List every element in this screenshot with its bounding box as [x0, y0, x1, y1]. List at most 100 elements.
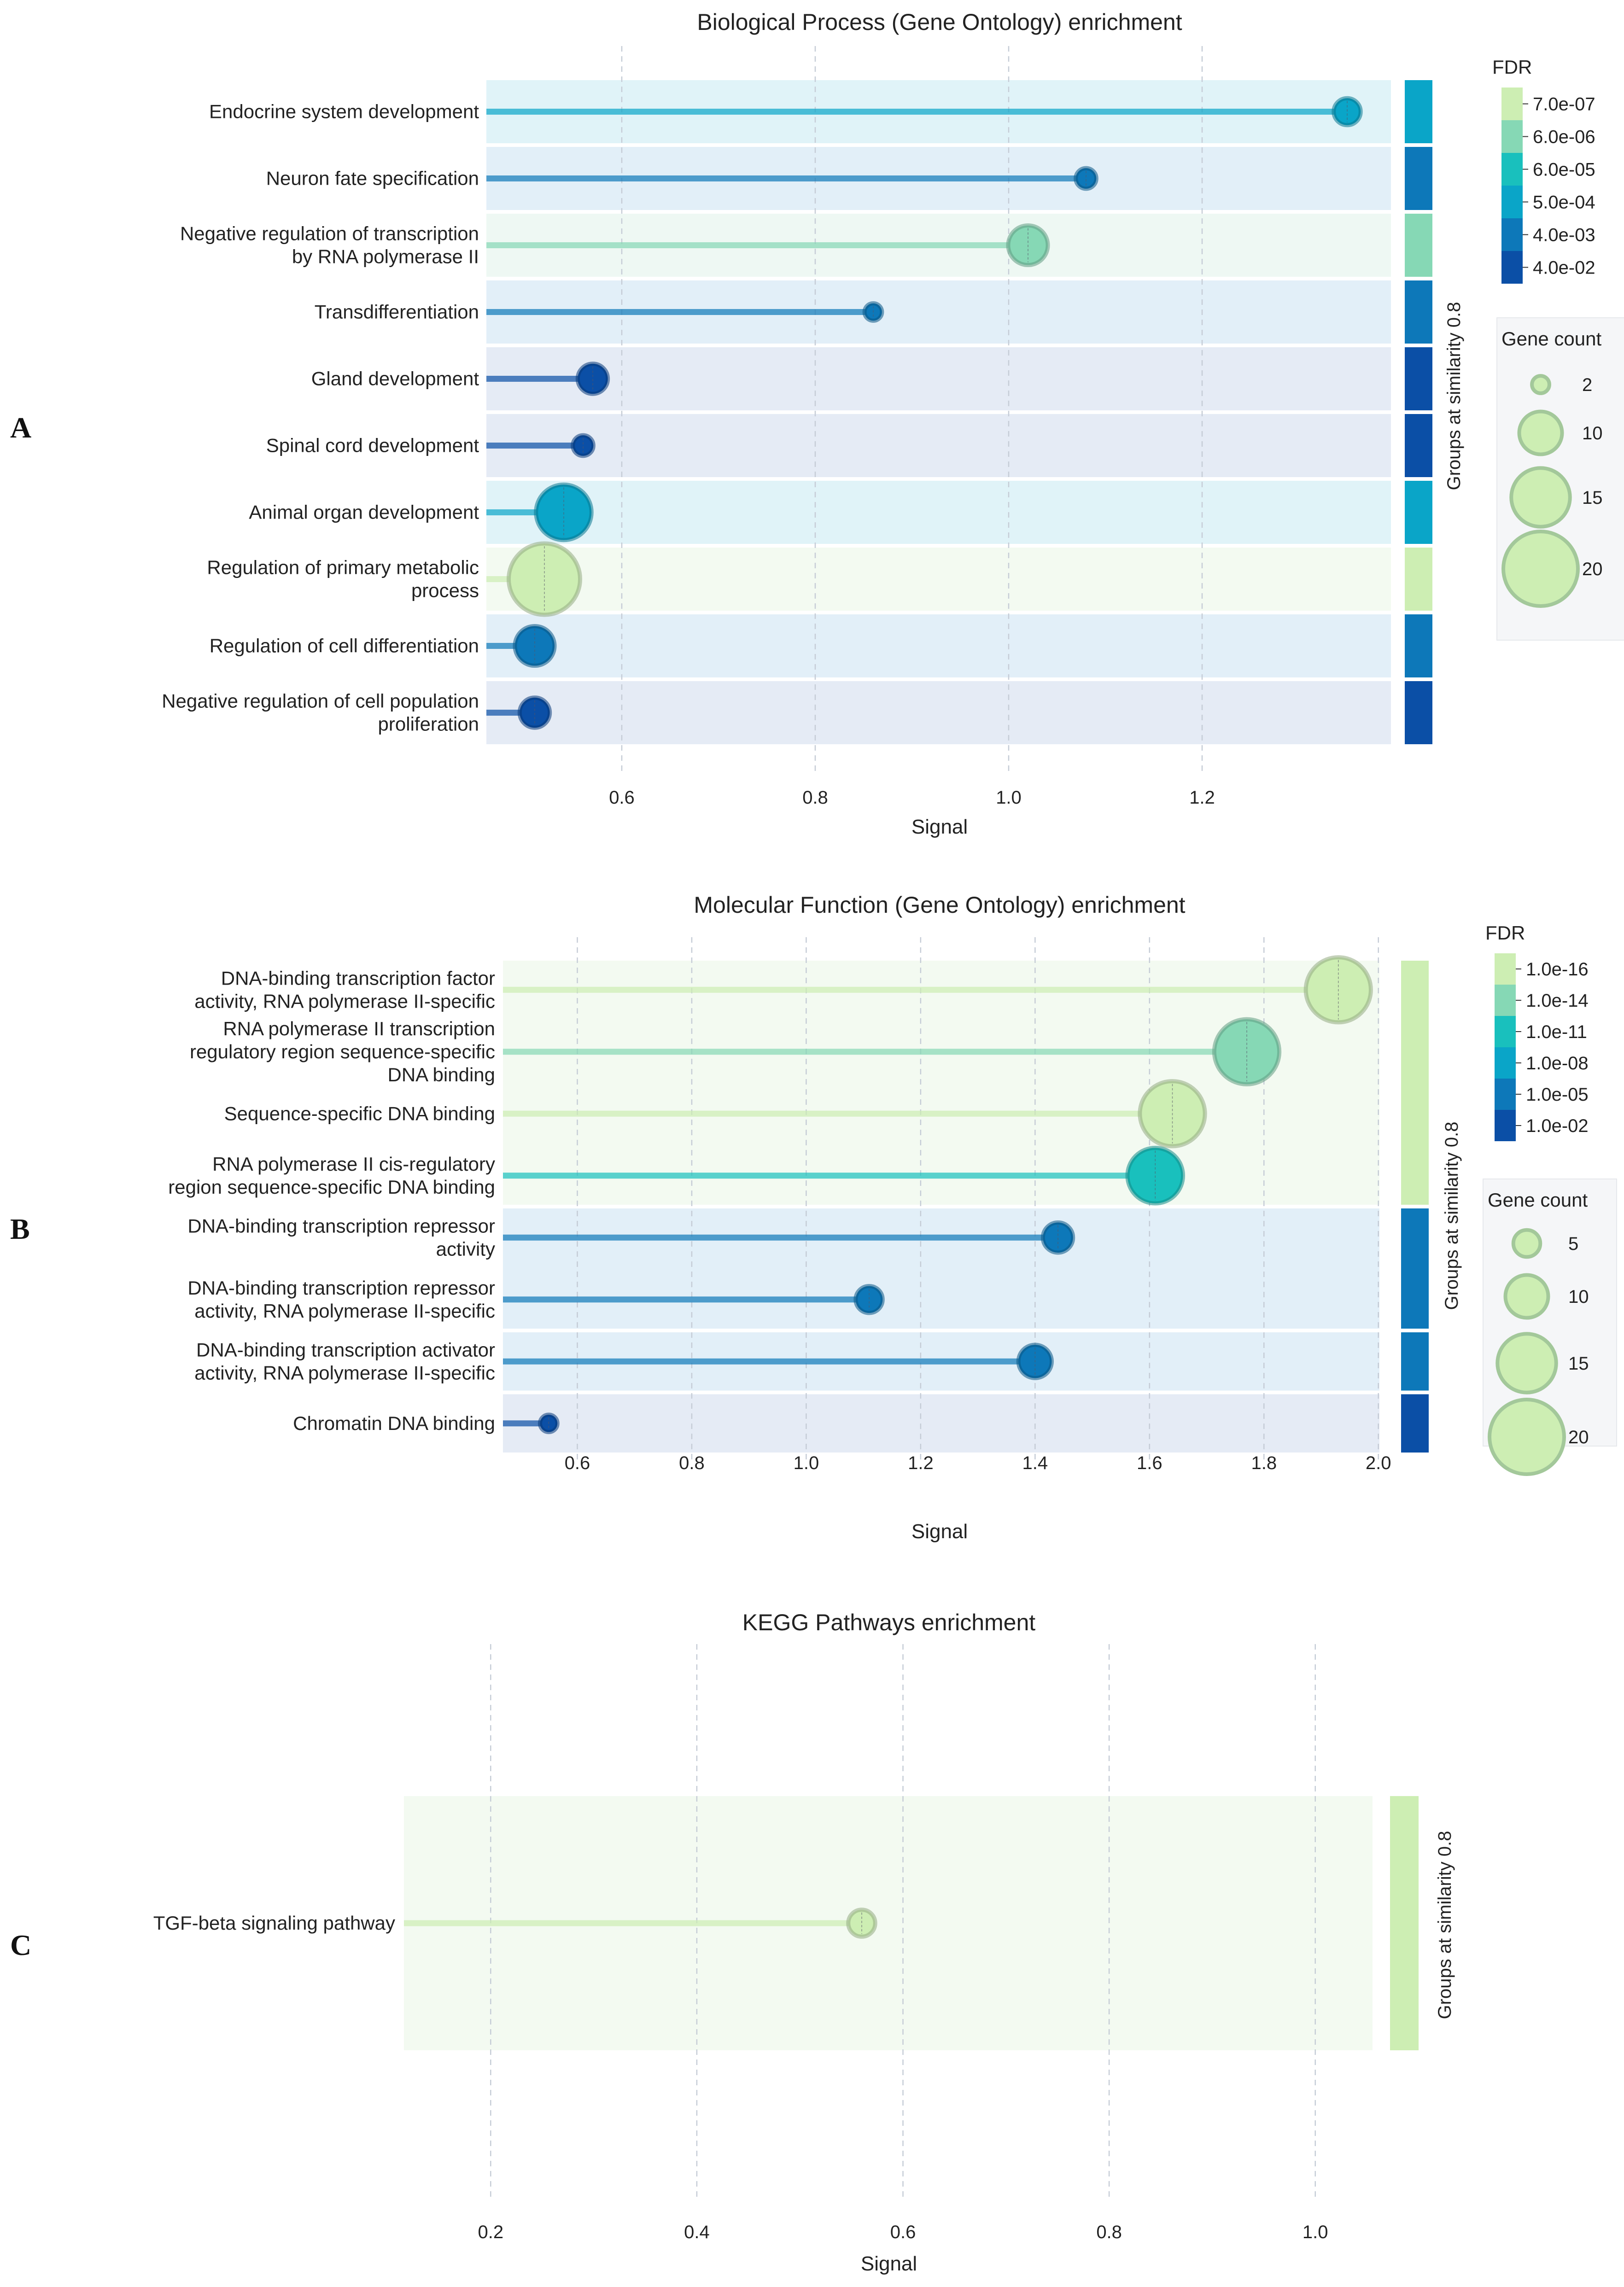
- fdr-legend-label: 6.0e-05: [1533, 160, 1595, 180]
- bp-enrichment-chart: Biological Process (Gene Ontology) enric…: [162, 9, 1624, 838]
- group-band: [503, 1394, 1379, 1453]
- x-tick-label: 0.6: [890, 2222, 916, 2242]
- fdr-swatch: [1501, 153, 1523, 186]
- size-legend-circle: [1517, 409, 1564, 456]
- x-tick-label: 1.0: [1303, 2222, 1328, 2242]
- term-band: [486, 347, 1391, 410]
- fdr-legend-label: 1.0e-11: [1526, 1022, 1587, 1042]
- term-label: Neuron fate specification: [266, 168, 479, 189]
- fdr-swatch: [1495, 1016, 1516, 1047]
- kegg-enrichment-chart: KEGG Pathways enrichment TGF-beta signali…: [153, 1610, 1455, 2275]
- group-bar: [1405, 548, 1432, 611]
- group-bar: [1405, 681, 1432, 744]
- group-bar: [1401, 1394, 1429, 1453]
- group-bar: [1405, 80, 1432, 143]
- group-bar: [1405, 147, 1432, 210]
- term-label: Spinal cord development: [266, 435, 479, 456]
- term-label: Endocrine system development: [209, 101, 479, 123]
- x-tick-label: 1.6: [1137, 1453, 1163, 1473]
- fdr-legend-label: 4.0e-02: [1533, 258, 1595, 278]
- x-axis-label: Signal: [911, 1520, 968, 1543]
- x-tick-label: 1.0: [996, 788, 1022, 808]
- group-bar: [1405, 347, 1432, 410]
- group-bar: [1401, 961, 1429, 1205]
- fdr-legend-label: 1.0e-14: [1526, 991, 1589, 1011]
- fdr-legend-title: FDR: [1485, 922, 1525, 944]
- size-legend-label: 10: [1568, 1287, 1589, 1307]
- term-label: Regulation of primary metabolic process: [207, 557, 479, 601]
- x-tick-label: 0.4: [684, 2222, 710, 2242]
- x-tick-label: 1.8: [1251, 1453, 1277, 1473]
- term-label: DNA-binding transcription repressor activ…: [187, 1277, 495, 1322]
- size-legend-label: 20: [1582, 559, 1603, 579]
- x-tick-label: 1.0: [794, 1453, 819, 1473]
- x-axis-label: Signal: [861, 2252, 917, 2275]
- term-label: Transdifferentiation: [315, 301, 479, 323]
- fdr-swatch: [1495, 1110, 1516, 1141]
- term-label: RNA polymerase II transcription regulator…: [190, 1018, 495, 1085]
- fdr-legend-label: 4.0e-03: [1533, 225, 1595, 245]
- size-legend-label: 15: [1568, 1354, 1589, 1374]
- x-tick-label: 0.8: [1096, 2222, 1122, 2242]
- group-bar: [1401, 1332, 1429, 1391]
- x-tick-label: 0.6: [565, 1453, 590, 1473]
- fdr-legend-label: 1.0e-08: [1526, 1053, 1589, 1073]
- size-legend-circle: [1503, 1273, 1550, 1320]
- term-label: Gland development: [311, 368, 479, 390]
- term-label: RNA polymerase II cis-regulatory region s…: [168, 1153, 495, 1198]
- term-point: [506, 541, 583, 617]
- fdr-swatch: [1501, 88, 1523, 120]
- fdr-legend-label: 6.0e-06: [1533, 127, 1595, 147]
- fdr-legend-label: 5.0e-04: [1533, 193, 1595, 213]
- panel-label-c: C: [10, 1929, 31, 1961]
- term-label: TGF-beta signaling pathway: [153, 1912, 395, 1934]
- fdr-legend-label: 1.0e-16: [1526, 959, 1589, 980]
- term-label: DNA-binding transcription factor activity…: [194, 967, 495, 1012]
- fdr-legend-label: 1.0e-05: [1526, 1085, 1589, 1105]
- fdr-swatch: [1501, 186, 1523, 218]
- group-axis-label: Groups at similarity 0.8: [1435, 1831, 1455, 2019]
- term-label: Negative regulation of transcription by R…: [180, 223, 479, 268]
- size-legend-circle: [1501, 530, 1580, 608]
- chart-title: Molecular Function (Gene Ontology) enric…: [694, 892, 1185, 918]
- term-label: Sequence-specific DNA binding: [224, 1103, 495, 1124]
- size-legend-label: 20: [1568, 1427, 1589, 1447]
- fdr-legend-label: 7.0e-07: [1533, 94, 1595, 115]
- size-legend-label: 10: [1582, 423, 1603, 443]
- panel-label-a: A: [10, 411, 31, 444]
- term-point: [853, 1284, 885, 1315]
- term-point: [575, 362, 610, 396]
- size-legend-label: 5: [1568, 1234, 1578, 1254]
- term-point: [1332, 96, 1363, 128]
- term-label: Chromatin DNA binding: [293, 1412, 495, 1434]
- term-band: [486, 481, 1391, 544]
- term-point: [517, 695, 552, 730]
- x-tick-label: 2.0: [1366, 1453, 1391, 1473]
- fdr-legend-title: FDR: [1492, 56, 1532, 78]
- fdr-swatch: [1495, 985, 1516, 1016]
- term-point: [846, 1908, 877, 1939]
- chart-title: KEGG Pathways enrichment: [742, 1610, 1035, 1635]
- size-legend-label: 2: [1582, 375, 1592, 395]
- group-bar: [1405, 214, 1432, 277]
- x-tick-label: 1.2: [1189, 788, 1215, 808]
- term-label: DNA-binding transcription repressor activ…: [187, 1215, 495, 1260]
- term-band: [486, 414, 1391, 477]
- term-point: [1040, 1220, 1075, 1255]
- group-axis-label: Groups at similarity 0.8: [1444, 302, 1464, 490]
- term-label: DNA-binding transcription activator activ…: [194, 1339, 495, 1383]
- x-tick-label: 0.8: [679, 1453, 705, 1473]
- mf-enrichment-chart: Molecular Function (Gene Ontology) enric…: [168, 892, 1617, 1543]
- size-legend-box: [1483, 1179, 1617, 1447]
- size-legend-circle: [1511, 1228, 1542, 1259]
- size-legend-title: Gene count: [1501, 328, 1601, 350]
- term-band: [486, 548, 1391, 611]
- term-label: Animal organ development: [249, 502, 479, 523]
- group-bar: [1405, 614, 1432, 677]
- fdr-swatch: [1501, 251, 1523, 284]
- term-label: Negative regulation of cell population pr…: [162, 690, 479, 735]
- x-axis-label: Signal: [911, 816, 968, 838]
- size-legend-circle: [1495, 1332, 1558, 1394]
- group-bar: [1390, 1796, 1419, 2050]
